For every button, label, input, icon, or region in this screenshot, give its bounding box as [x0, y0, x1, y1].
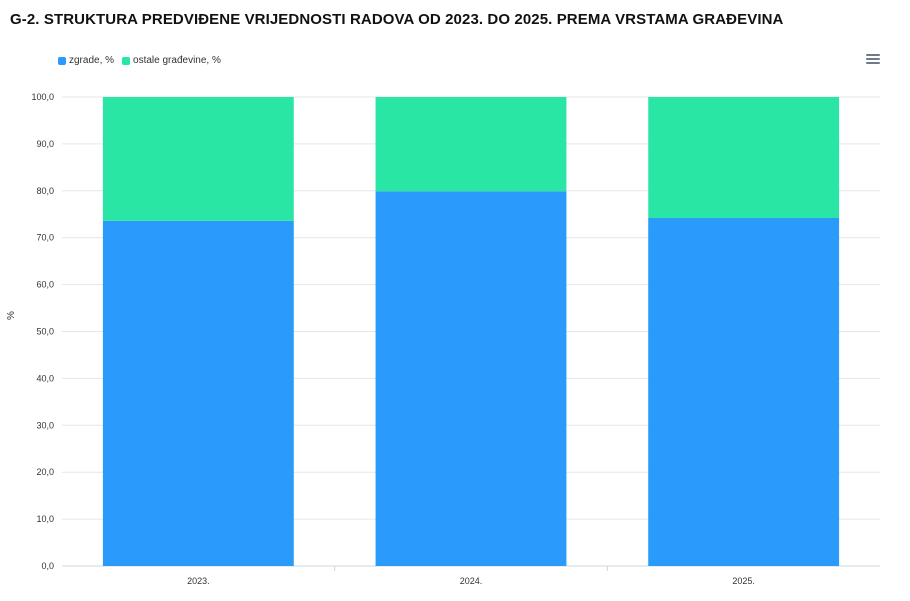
- y-tick-label: 50,0: [36, 327, 54, 337]
- y-tick-label: 90,0: [36, 139, 54, 149]
- y-tick-label: 80,0: [36, 186, 54, 196]
- legend-swatch-zgrade: [58, 56, 66, 65]
- bar-segment-ostale: [648, 97, 840, 219]
- legend-swatch-ostale: [122, 56, 131, 65]
- y-tick-label: 20,0: [36, 467, 54, 477]
- y-tick-label: 40,0: [36, 373, 54, 383]
- y-tick-label: 30,0: [36, 420, 54, 430]
- bar-segment-zgrade: [648, 218, 840, 566]
- legend-label-zgrade: zgrade, %: [69, 55, 115, 66]
- x-tick-label: 2023.: [187, 576, 210, 586]
- x-tick-label: 2024.: [460, 576, 483, 586]
- y-tick-label: 70,0: [36, 233, 54, 243]
- bar-segment-ostale: [375, 97, 567, 192]
- chart-title: G-2. STRUKTURA PREDVIĐENE VRIJEDNOSTI RA…: [10, 11, 784, 28]
- hamburger-menu-icon[interactable]: [866, 54, 880, 66]
- y-tick-label: 60,0: [36, 280, 54, 290]
- bar-segment-zgrade: [375, 191, 567, 567]
- y-tick-label: 0,0: [41, 561, 54, 571]
- legend-label-ostale: ostale građevine, %: [133, 55, 221, 66]
- bar-segment-zgrade: [102, 220, 294, 567]
- legend-item-ostale[interactable]: ostale građevine, %: [122, 55, 221, 66]
- x-tick-label: 2025.: [732, 576, 755, 586]
- y-tick-label: 100,0: [31, 92, 54, 102]
- legend-item-zgrade[interactable]: zgrade, %: [58, 55, 114, 66]
- y-tick-label: 10,0: [36, 514, 54, 524]
- legend: zgrade, % ostale građevine, %: [58, 55, 221, 66]
- bar-segment-ostale: [102, 97, 294, 221]
